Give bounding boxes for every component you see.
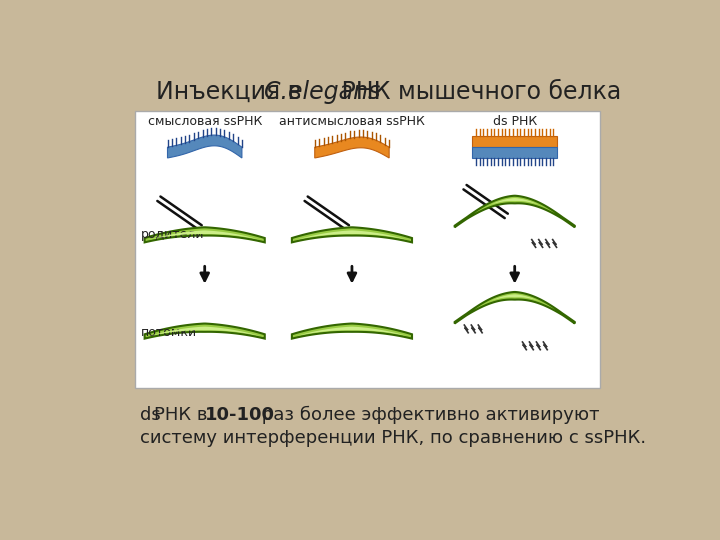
Polygon shape	[145, 227, 265, 242]
Polygon shape	[454, 195, 575, 227]
Text: C.elegans: C.elegans	[264, 80, 381, 104]
Text: потомки: потомки	[140, 326, 197, 339]
Text: родители: родители	[140, 228, 204, 241]
Text: ds: ds	[140, 406, 161, 424]
Text: РНК в: РНК в	[154, 406, 214, 424]
Polygon shape	[491, 294, 539, 301]
Polygon shape	[454, 292, 575, 323]
Polygon shape	[491, 198, 539, 205]
Text: систему интерференции РНК, по сравнению с ssРНК.: систему интерференции РНК, по сравнению …	[140, 429, 647, 447]
Text: ds РНК: ds РНК	[492, 114, 537, 127]
Polygon shape	[292, 227, 412, 242]
Text: раз более эффективно активируют: раз более эффективно активируют	[256, 406, 599, 424]
Polygon shape	[168, 135, 242, 158]
Polygon shape	[472, 137, 557, 147]
Polygon shape	[472, 147, 557, 158]
Polygon shape	[315, 137, 389, 158]
Polygon shape	[145, 323, 265, 339]
Polygon shape	[292, 323, 412, 339]
Polygon shape	[150, 327, 258, 336]
Text: 10-100: 10-100	[204, 406, 275, 424]
FancyBboxPatch shape	[135, 111, 600, 388]
Polygon shape	[298, 231, 406, 239]
Polygon shape	[298, 327, 406, 336]
Text: антисмысловая ssРНК: антисмысловая ssРНК	[279, 114, 425, 127]
Text: смысловая ssРНК: смысловая ssРНК	[148, 114, 262, 127]
Text: РНК мышечного белка: РНК мышечного белка	[334, 80, 621, 104]
Polygon shape	[150, 231, 258, 239]
Text: Инъекция в: Инъекция в	[156, 80, 309, 104]
